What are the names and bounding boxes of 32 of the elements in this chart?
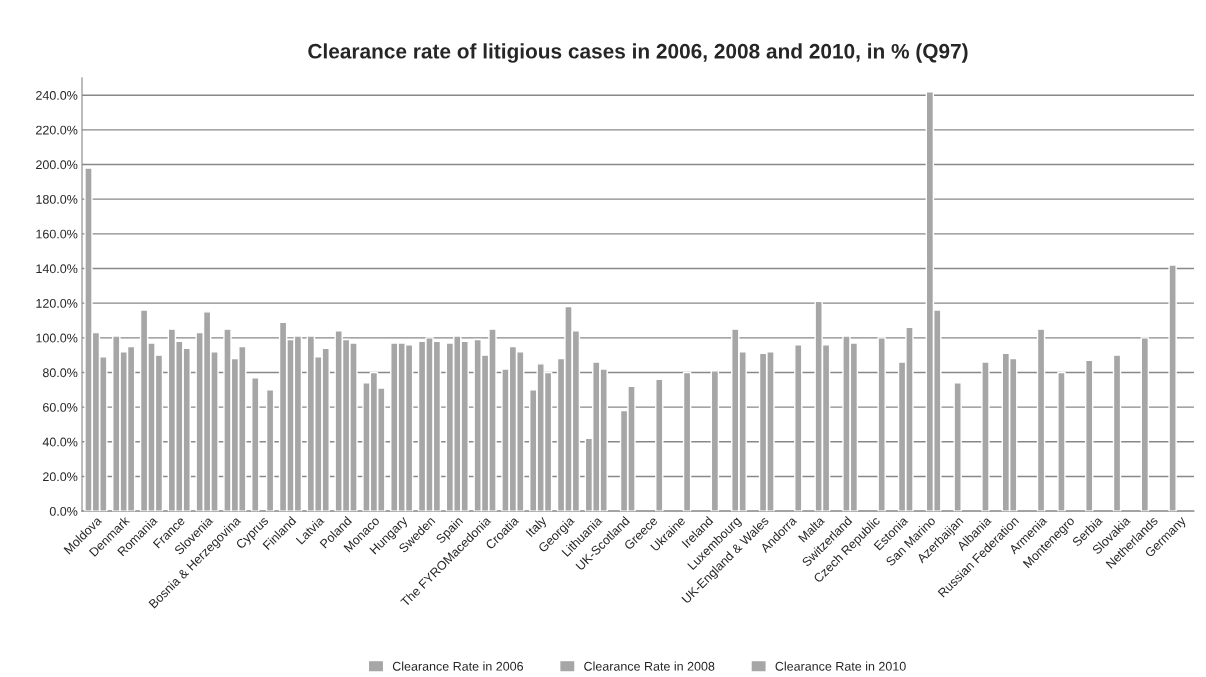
bar <box>953 382 962 512</box>
bar <box>1057 371 1066 512</box>
y-tick-label: 220.0% <box>36 125 78 135</box>
y-tick-label: 160.0% <box>36 229 78 239</box>
bar <box>877 337 886 512</box>
chart-title: Clearance rate of litigious cases in 2006, 2008 and 2010, in % (Q97) <box>308 43 968 63</box>
y-tick-label: 200.0% <box>36 160 78 170</box>
bar <box>1140 337 1150 512</box>
y-tick-label: 20.0% <box>43 472 78 482</box>
legend-label: Clearance Rate in 2006 <box>392 661 524 671</box>
bar <box>655 378 664 512</box>
bar <box>265 389 275 512</box>
y-tick-label: 60.0% <box>43 402 78 412</box>
bar <box>981 361 990 512</box>
bar <box>682 371 692 512</box>
legend-label: Clearance Rate in 2010 <box>775 661 906 671</box>
bar <box>1168 264 1177 512</box>
y-tick-label: 0.0% <box>49 506 78 516</box>
bar <box>1112 354 1122 512</box>
y-tick-label: 100.0% <box>36 333 78 343</box>
legend-label: Clearance Rate in 2008 <box>584 661 715 671</box>
y-tick-label: 240.0% <box>36 90 78 100</box>
y-tick-label: 120.0% <box>36 298 78 308</box>
y-tick-label: 80.0% <box>42 368 78 378</box>
bar <box>794 344 803 512</box>
bar <box>1036 328 1046 512</box>
y-tick-label: 180.0% <box>36 194 78 204</box>
y-tick-label: 140.0% <box>36 264 78 274</box>
bar <box>251 376 260 512</box>
bar <box>710 370 720 512</box>
bar <box>1085 359 1094 512</box>
y-tick-label: 40.0% <box>42 437 78 447</box>
